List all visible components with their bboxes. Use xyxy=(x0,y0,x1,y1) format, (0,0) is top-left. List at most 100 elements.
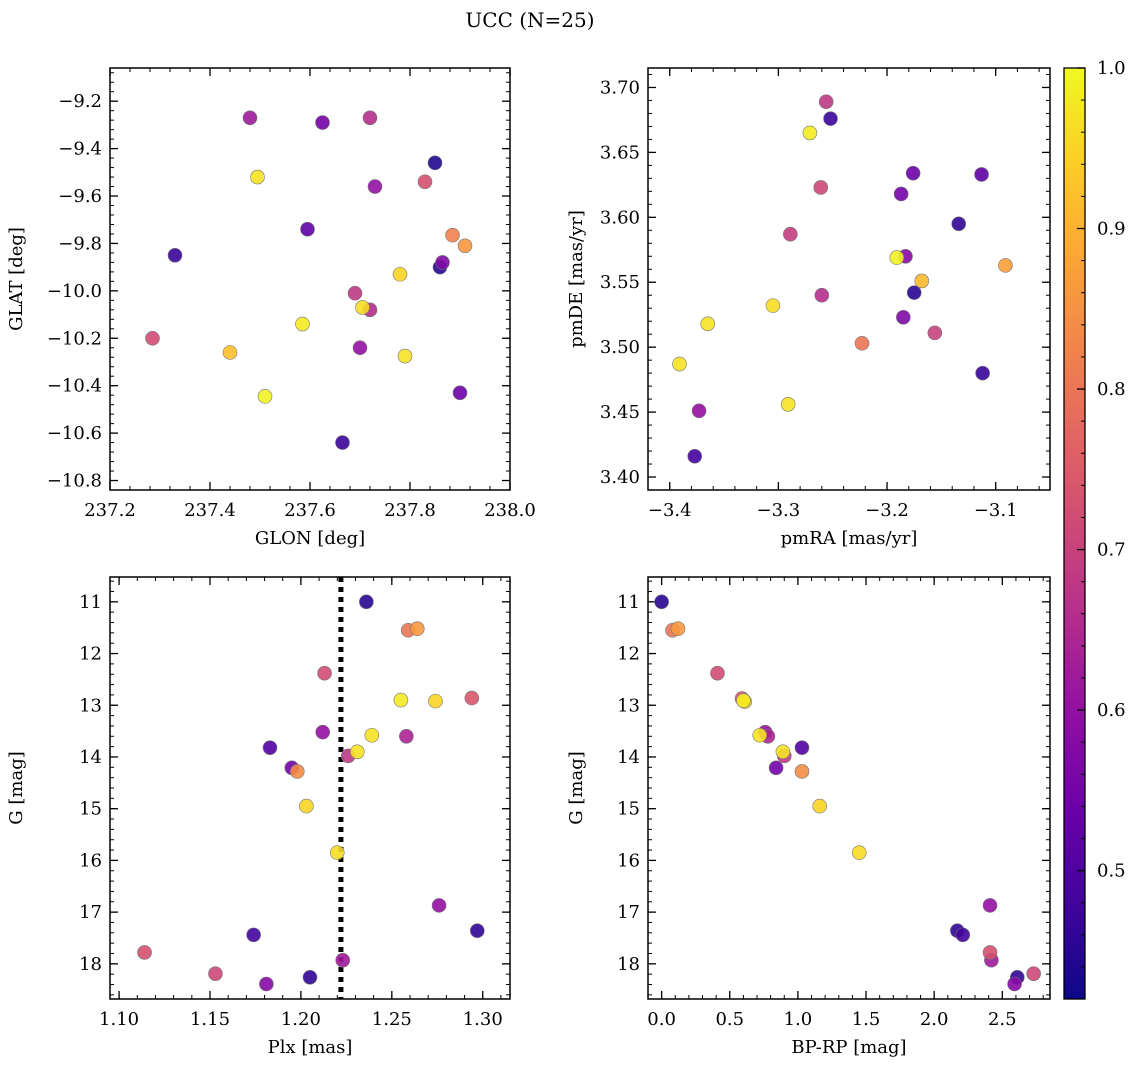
y-tick-label: −10.4 xyxy=(47,376,102,397)
scatter-point xyxy=(409,621,425,637)
y-tick-label: −10.2 xyxy=(47,328,102,349)
y-tick-label: −9.6 xyxy=(58,186,102,207)
scatter-point xyxy=(317,665,332,681)
scatter-point xyxy=(813,180,829,195)
scatter-point xyxy=(300,221,315,237)
x-tick-label: 1.30 xyxy=(463,1009,503,1030)
y-axis-label: G [mag] xyxy=(566,751,587,824)
x-tick-label: 2.5 xyxy=(988,1009,1017,1030)
scatter-point xyxy=(364,727,380,743)
x-tick-label: 2.0 xyxy=(920,1009,949,1030)
scatter-point xyxy=(299,798,314,814)
scatter-point xyxy=(710,665,725,681)
scatter-point xyxy=(469,923,485,939)
y-tick-label: 3.60 xyxy=(600,207,640,228)
x-tick-label: 0.5 xyxy=(715,1009,744,1030)
panel-bprp-g: 0.0 0.5 1.0 1.5 2.0 2.5 11 12 13 14 15 16 17 18 BP-RP … xyxy=(566,576,1051,1058)
x-tick-label: −3.3 xyxy=(757,500,801,521)
scatter-point xyxy=(914,273,930,289)
scatter-point xyxy=(951,216,967,232)
scatter-point xyxy=(974,167,989,182)
y-tick-label: 3.45 xyxy=(600,402,640,423)
colorbar-tick-label: 1.0 xyxy=(1097,58,1126,79)
scatter-point xyxy=(464,690,480,706)
scatter-point xyxy=(687,448,703,464)
y-tick-label: 17 xyxy=(617,902,640,923)
scatter-point xyxy=(349,744,365,760)
x-tick-label: −3.2 xyxy=(865,500,909,521)
scatter-point xyxy=(335,435,350,450)
y-tick-label: −10.0 xyxy=(47,281,102,302)
scatter-point xyxy=(289,764,305,779)
x-axis-label: BP-RP [mag] xyxy=(791,1037,906,1058)
y-axis-label: GLAT [deg] xyxy=(6,227,27,331)
scatter-point xyxy=(397,348,413,364)
scatter-point xyxy=(457,238,473,254)
x-tick-label: 237.6 xyxy=(284,500,336,521)
scatter-point xyxy=(814,287,830,303)
x-tick-label: 237.2 xyxy=(84,500,136,521)
scatter-point xyxy=(780,397,796,412)
colorbar-tick-label: 0.9 xyxy=(1097,219,1126,240)
scatter-point xyxy=(222,345,238,360)
scatter-point xyxy=(794,764,810,779)
x-axis-label: Plx [mas] xyxy=(268,1037,353,1058)
y-tick-label: −10.8 xyxy=(47,471,102,492)
scatter-point xyxy=(775,744,791,760)
y-tick-label: 18 xyxy=(617,954,640,975)
axes-frame xyxy=(109,67,511,491)
y-tick-label: 3.55 xyxy=(600,272,640,293)
axes-frame xyxy=(647,67,1051,491)
colorbar-tick-label: 0.7 xyxy=(1097,540,1126,561)
figure-title: UCC (N=25) xyxy=(465,8,594,32)
scatter-point xyxy=(257,389,273,404)
scatter-point xyxy=(352,340,368,356)
scatter-point xyxy=(889,250,905,265)
scatter-point xyxy=(335,952,351,968)
y-tick-label: 12 xyxy=(79,644,102,665)
scatter-point xyxy=(315,115,330,130)
y-tick-label: 16 xyxy=(617,850,640,871)
scatter-point xyxy=(794,740,810,755)
axes-frame xyxy=(109,576,511,1000)
scatter-point xyxy=(1026,966,1041,981)
x-tick-label: 1.15 xyxy=(190,1009,230,1030)
x-tick-label: −3.4 xyxy=(648,500,692,521)
y-tick-label: −9.4 xyxy=(58,139,102,160)
scatter-point xyxy=(927,325,943,341)
y-tick-label: −10.6 xyxy=(47,423,102,444)
colorbar-tick-label: 0.8 xyxy=(1097,379,1126,400)
scatter-point xyxy=(259,976,274,992)
scatter-point xyxy=(347,285,363,301)
scatter-point xyxy=(329,845,345,860)
y-tick-label: 11 xyxy=(617,592,640,613)
x-tick-label: 1.0 xyxy=(784,1009,813,1030)
panel-plx-g: 1.10 1.15 1.20 1.25 1.30 11 12 13 14 15 16 17 18 Plx … xyxy=(6,576,511,1058)
scatter-point xyxy=(427,155,443,171)
scatter-point xyxy=(137,945,152,960)
scatter-point xyxy=(955,927,971,943)
scatter-point xyxy=(768,760,784,776)
scatter-point xyxy=(691,403,707,419)
x-tick-label: 0.0 xyxy=(647,1009,676,1030)
scatter-point xyxy=(295,316,310,332)
scatter-point xyxy=(998,258,1013,273)
y-tick-label: 15 xyxy=(79,799,102,820)
scatter-point xyxy=(672,356,687,372)
panel-glon-glat: 237.2 237.4 237.6 237.8 238.0 −10.8 −10.6 −10.4… xyxy=(6,67,536,549)
scatter-point xyxy=(783,226,798,242)
scatter-point xyxy=(854,335,870,351)
y-tick-label: 11 xyxy=(79,592,102,613)
scatter-point xyxy=(393,692,409,708)
y-tick-label: 13 xyxy=(79,695,102,716)
x-axis-label: pmRA [mas/yr] xyxy=(781,528,918,549)
y-tick-label: 14 xyxy=(79,747,102,768)
x-tick-label: 1.25 xyxy=(372,1009,412,1030)
scatter-point xyxy=(765,298,781,313)
scatter-point xyxy=(428,693,443,709)
x-tick-label: 237.8 xyxy=(384,500,436,521)
y-axis-label: pmDE [mas/yr] xyxy=(566,210,587,348)
scatter-point xyxy=(367,179,383,194)
y-tick-label: 18 xyxy=(79,954,102,975)
